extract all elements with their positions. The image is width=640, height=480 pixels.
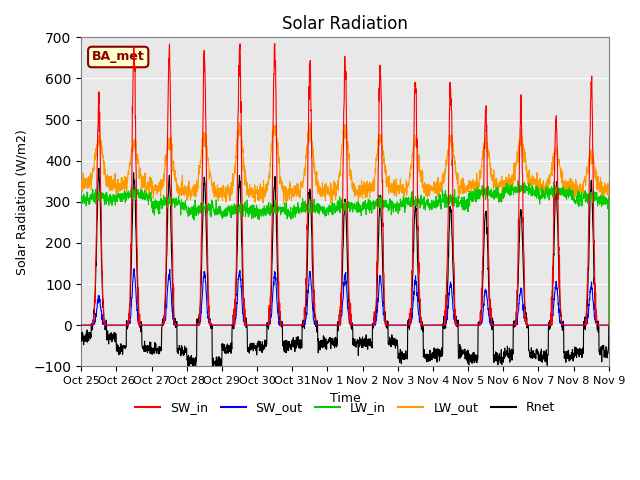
Title: Solar Radiation: Solar Radiation: [282, 15, 408, 33]
Legend: SW_in, SW_out, LW_in, LW_out, Rnet: SW_in, SW_out, LW_in, LW_out, Rnet: [130, 396, 560, 420]
Y-axis label: Solar Radiation (W/m2): Solar Radiation (W/m2): [15, 129, 28, 275]
Text: BA_met: BA_met: [92, 50, 145, 63]
X-axis label: Time: Time: [330, 392, 360, 405]
